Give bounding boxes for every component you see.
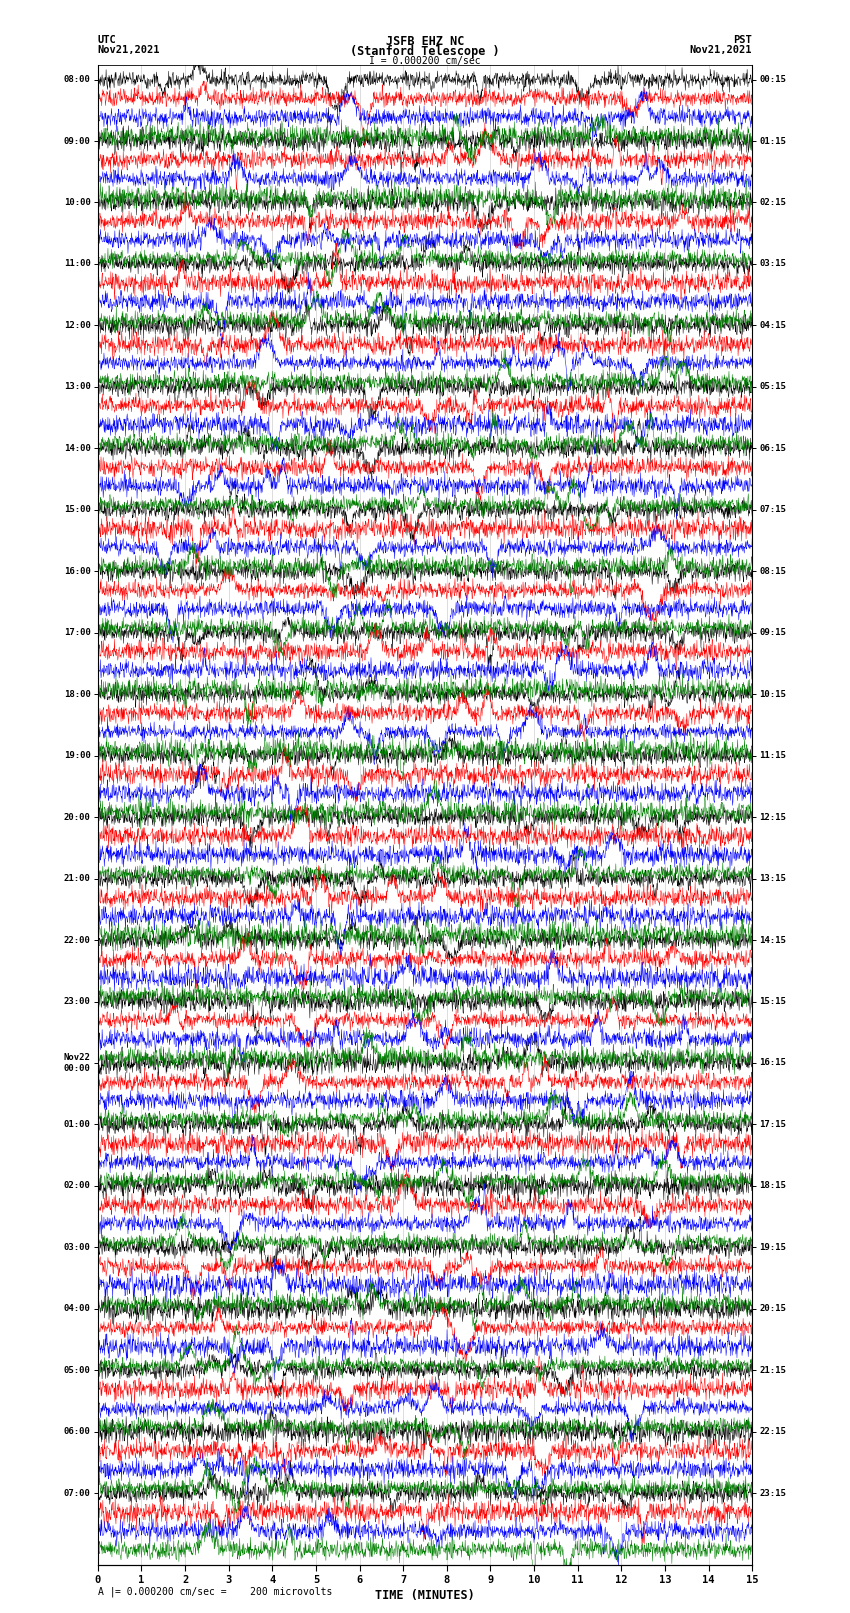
Text: A |: A | (98, 1586, 116, 1597)
Text: Nov21,2021: Nov21,2021 (98, 45, 161, 55)
Text: PST: PST (734, 35, 752, 45)
Text: JSFB EHZ NC: JSFB EHZ NC (386, 35, 464, 48)
X-axis label: TIME (MINUTES): TIME (MINUTES) (375, 1589, 475, 1602)
Text: = 0.000200 cm/sec =    200 microvolts: = 0.000200 cm/sec = 200 microvolts (115, 1587, 332, 1597)
Text: I = 0.000200 cm/sec: I = 0.000200 cm/sec (369, 56, 481, 66)
Text: (Stanford Telescope ): (Stanford Telescope ) (350, 45, 500, 58)
Text: UTC: UTC (98, 35, 116, 45)
Text: Nov21,2021: Nov21,2021 (689, 45, 752, 55)
